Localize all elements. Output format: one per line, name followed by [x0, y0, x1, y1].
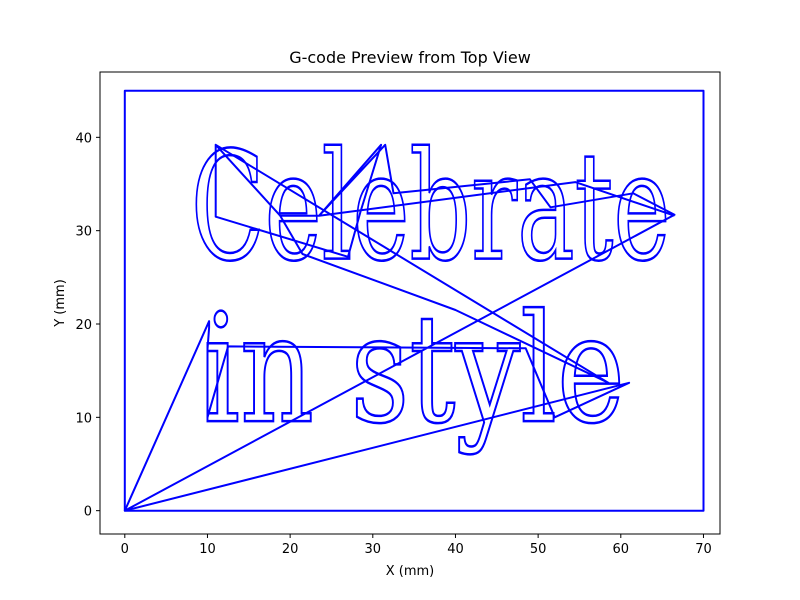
y-tick-label: 20: [75, 318, 92, 333]
x-tick-label: 10: [199, 542, 216, 557]
x-tick-label: 0: [121, 542, 129, 557]
y-axis-label: Y (mm): [53, 279, 68, 328]
y-axis: 0 10 20 30 40: [75, 131, 100, 520]
x-tick-label: 70: [695, 542, 712, 557]
x-axis-label: X (mm): [386, 564, 435, 579]
x-tick-label: 40: [447, 542, 464, 557]
x-tick-label: 50: [530, 542, 547, 557]
engraved-line-2: in style: [203, 283, 625, 457]
y-tick-label: 30: [75, 225, 92, 240]
y-tick-label: 0: [84, 505, 92, 520]
series-layer: [123, 89, 705, 512]
x-tick-label: 20: [282, 542, 299, 557]
x-axis: 0 10 20 30 40 50 60 70: [121, 534, 712, 557]
series-frame-line: [123, 89, 705, 512]
y-tick-label: 10: [75, 411, 92, 426]
engraved-line-1: Celebrate: [191, 121, 670, 295]
series-travel-line: [123, 143, 676, 512]
axes-frame: [99, 71, 721, 535]
y-tick-label: 40: [75, 131, 92, 146]
x-tick-label: 30: [365, 542, 382, 557]
x-tick-label: 60: [613, 542, 630, 557]
chart-title: G-code Preview from Top View: [289, 48, 531, 67]
